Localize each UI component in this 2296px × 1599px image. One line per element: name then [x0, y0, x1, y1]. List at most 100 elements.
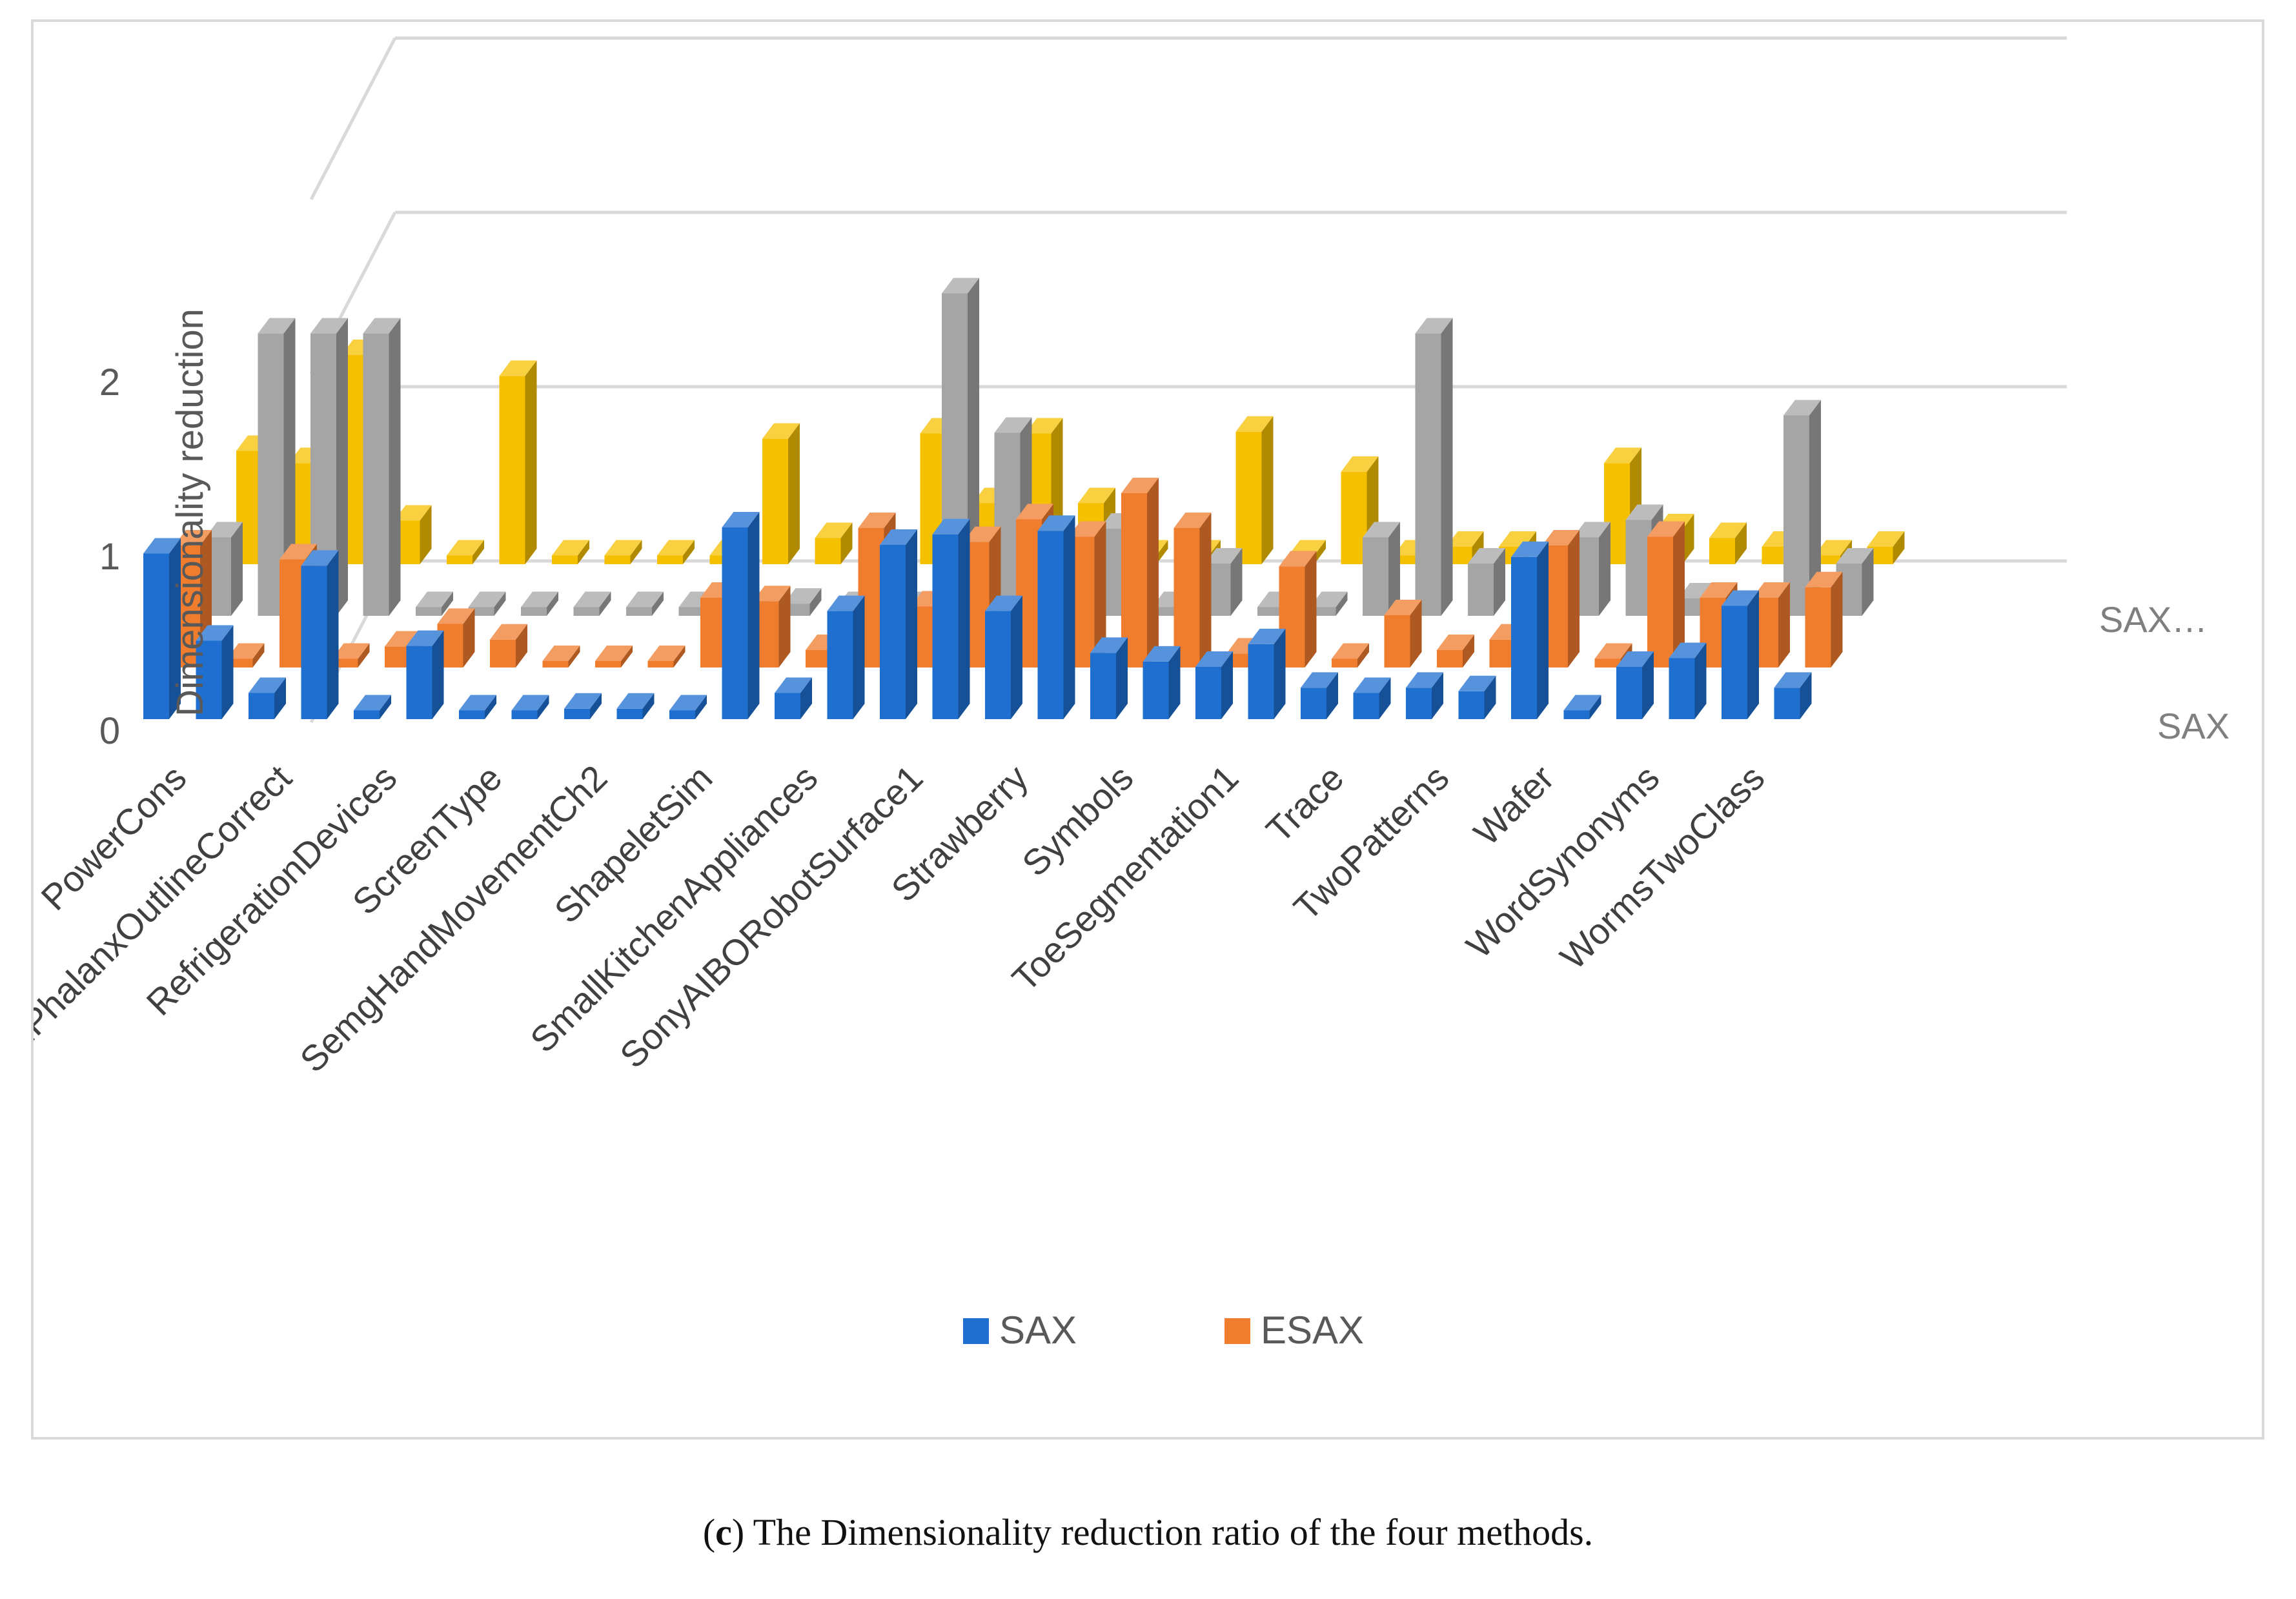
bar-top — [1625, 504, 1663, 520]
bar-top — [616, 693, 655, 709]
bar-top — [1722, 590, 1759, 606]
bar-face — [1415, 333, 1441, 616]
bar-side — [621, 646, 633, 667]
bar-3-8 — [573, 591, 611, 616]
bar-top — [1143, 646, 1181, 662]
bar-side — [463, 608, 475, 667]
bar-1-32 — [1774, 672, 1812, 719]
bar-face — [552, 555, 578, 564]
bar-top — [332, 643, 370, 659]
bar-side — [1336, 591, 1348, 616]
bar-face — [932, 534, 959, 719]
bar-face — [406, 646, 432, 719]
bar-top — [468, 591, 506, 607]
bar-2-9 — [595, 646, 633, 667]
bar-top — [1468, 548, 1505, 564]
bar-side — [1589, 695, 1601, 719]
bar-2-32 — [1805, 571, 1843, 667]
bar-2-24 — [1384, 600, 1422, 667]
bar-side — [1230, 548, 1243, 616]
bar-top — [1195, 651, 1233, 667]
bar-top — [1332, 643, 1369, 659]
bar-top — [784, 588, 822, 604]
bar-face — [1090, 653, 1116, 719]
bar-face — [775, 693, 800, 719]
bar-side — [958, 518, 970, 719]
bar-face — [354, 710, 380, 719]
bar-1-17 — [985, 595, 1022, 719]
bar-top — [1121, 478, 1159, 493]
bar-side — [1116, 637, 1128, 719]
bar-face — [1762, 547, 1788, 564]
bar-face — [301, 565, 327, 719]
bar-face — [258, 333, 284, 616]
bar-top — [1752, 582, 1790, 598]
bar-1-2 — [196, 625, 234, 719]
bar-face — [604, 555, 631, 564]
bar-face — [1616, 667, 1642, 719]
bar-top — [1573, 522, 1610, 538]
bar-face — [1511, 556, 1537, 719]
bar-top — [963, 526, 1001, 542]
bar-side — [1831, 571, 1843, 667]
bar-2-29 — [1647, 521, 1685, 667]
bar-top — [1836, 548, 1874, 564]
caption-close: ) — [731, 1511, 745, 1553]
caption-open: ( — [702, 1511, 716, 1553]
bar-4-7 — [552, 540, 589, 564]
bar-side — [809, 588, 822, 616]
bar-1-18 — [1037, 515, 1075, 719]
bar-top — [1406, 672, 1443, 688]
bar-face — [1774, 687, 1800, 719]
bar-top — [1604, 447, 1641, 463]
bar-3-25 — [1468, 548, 1505, 616]
bar-1-16 — [932, 518, 970, 719]
bar-top — [1563, 695, 1601, 711]
bar-top — [459, 695, 496, 711]
category-label-14: Wafer — [1466, 757, 1562, 853]
bar-1-21 — [1195, 651, 1233, 719]
bar-face — [880, 545, 906, 719]
bar-top — [1353, 677, 1391, 693]
bar-side — [1094, 521, 1106, 667]
bar-side — [327, 550, 339, 719]
bar-side — [358, 643, 370, 667]
bar-face — [1594, 658, 1621, 667]
bar-top — [1783, 400, 1821, 416]
bar-side — [788, 423, 800, 564]
bar-1-23 — [1301, 672, 1338, 719]
bar-1-5 — [354, 695, 391, 719]
bar-top — [447, 540, 484, 556]
bar-top — [762, 423, 800, 439]
bar-face — [1341, 471, 1367, 564]
bar-1-22 — [1248, 628, 1286, 719]
bar-top — [626, 591, 664, 607]
bar-top — [647, 646, 686, 661]
bar-top — [1025, 418, 1063, 434]
caption-text: The Dimensionality reduction ratio of th… — [744, 1511, 1594, 1553]
bar-side — [525, 360, 537, 564]
bar-top — [1037, 515, 1075, 531]
bar-top — [573, 591, 611, 607]
bar-top — [227, 643, 265, 659]
bar-side — [1379, 677, 1391, 719]
bar-face — [511, 710, 538, 719]
bar-side — [1432, 672, 1443, 719]
bar-side — [1568, 530, 1580, 667]
bar-top — [279, 544, 317, 560]
bar-3-5 — [416, 591, 453, 616]
bar-top — [205, 522, 243, 538]
bar-top — [1511, 541, 1549, 557]
bar-top — [143, 538, 181, 554]
bar-2-19 — [1121, 478, 1159, 667]
bar-top — [604, 540, 642, 556]
bar-top — [1310, 591, 1348, 607]
y-tick-label-0: 0 — [99, 710, 120, 752]
bar-top — [196, 625, 234, 641]
bar-3-9 — [626, 591, 664, 616]
bar-1-20 — [1143, 646, 1181, 719]
bar-face — [416, 607, 442, 616]
bar-top — [301, 550, 339, 566]
bar-face — [647, 661, 674, 667]
bar-face — [1143, 661, 1169, 719]
